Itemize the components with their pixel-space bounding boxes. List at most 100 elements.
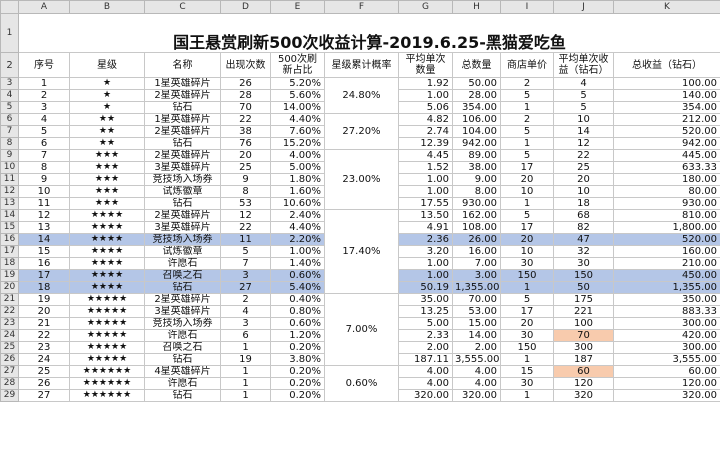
cell-avg-income[interactable]: 10 (553, 185, 614, 198)
cell-stars[interactable]: ★ (69, 101, 145, 114)
header-cell-cumulative[interactable]: 星级累计概率 (324, 52, 399, 78)
cell-avg[interactable]: 2.74 (398, 125, 453, 138)
cell-seq[interactable]: 4 (18, 113, 70, 126)
row-header[interactable]: 19 (0, 269, 19, 282)
cell-total-income[interactable]: 160.00 (613, 245, 720, 258)
cell-avg-income[interactable]: 32 (553, 245, 614, 258)
cell-price[interactable]: 5 (500, 293, 554, 306)
cell-avg-income[interactable]: 187 (553, 353, 614, 366)
cell-cumulative[interactable]: 27.20% (324, 113, 399, 150)
cell-pct[interactable]: 1.00% (270, 245, 325, 258)
cell-pct[interactable]: 5.40% (270, 281, 325, 294)
cell-cumulative[interactable]: 7.00% (324, 293, 399, 366)
cell-name[interactable]: 试炼徽章 (144, 245, 221, 258)
cell-avg-income[interactable]: 300 (553, 341, 614, 354)
cell-price[interactable]: 1 (500, 389, 554, 402)
cell-avg[interactable]: 17.55 (398, 197, 453, 210)
row-header[interactable]: 14 (0, 209, 19, 222)
cell-stars[interactable]: ★★★★★ (69, 329, 145, 342)
cell-count[interactable]: 3 (220, 269, 271, 282)
column-header-g[interactable]: G (398, 0, 453, 14)
cell-pct[interactable]: 1.60% (270, 185, 325, 198)
cell-cumulative[interactable]: 23.00% (324, 149, 399, 210)
cell-seq[interactable]: 5 (18, 125, 70, 138)
cell-pct[interactable]: 3.80% (270, 353, 325, 366)
cell-avg[interactable]: 2.36 (398, 233, 453, 246)
cell-avg[interactable]: 1.52 (398, 161, 453, 174)
cell-seq[interactable]: 15 (18, 245, 70, 258)
row-header[interactable]: 24 (0, 329, 19, 342)
cell-stars[interactable]: ★★★ (69, 173, 145, 186)
cell-count[interactable]: 1 (220, 341, 271, 354)
cell-avg[interactable]: 1.00 (398, 89, 453, 102)
cell-total[interactable]: 930.00 (452, 197, 501, 210)
sheet-title[interactable]: 国王悬赏刷新500次收益计算-2019.6.25-黑猫爱吃鱼 (18, 13, 720, 53)
cell-stars[interactable]: ★★ (69, 137, 145, 150)
cell-stars[interactable]: ★★★★ (69, 281, 145, 294)
cell-pct[interactable]: 5.00% (270, 161, 325, 174)
cell-avg[interactable]: 4.45 (398, 149, 453, 162)
cell-seq[interactable]: 3 (18, 101, 70, 114)
cell-stars[interactable]: ★★★★ (69, 269, 145, 282)
cell-stars[interactable]: ★★★ (69, 185, 145, 198)
cell-total-income[interactable]: 354.00 (613, 101, 720, 114)
cell-stars[interactable]: ★★ (69, 113, 145, 126)
cell-total[interactable]: 3.00 (452, 269, 501, 282)
cell-price[interactable]: 5 (500, 209, 554, 222)
cell-stars[interactable]: ★ (69, 89, 145, 102)
cell-avg[interactable]: 5.00 (398, 317, 453, 330)
cell-pct[interactable]: 2.20% (270, 233, 325, 246)
cell-avg-income[interactable]: 120 (553, 377, 614, 390)
cell-name[interactable]: 4星英雄碎片 (144, 365, 221, 378)
cell-avg[interactable]: 1.00 (398, 173, 453, 186)
cell-cumulative[interactable]: 17.40% (324, 209, 399, 294)
cell-total-income[interactable]: 3,555.00 (613, 353, 720, 366)
cell-avg-income[interactable]: 150 (553, 269, 614, 282)
cell-count[interactable]: 20 (220, 149, 271, 162)
cell-seq[interactable]: 20 (18, 305, 70, 318)
row-header[interactable]: 8 (0, 137, 19, 150)
cell-seq[interactable]: 25 (18, 365, 70, 378)
column-header-b[interactable]: B (69, 0, 145, 14)
cell-avg[interactable]: 5.06 (398, 101, 453, 114)
cell-total[interactable]: 38.00 (452, 161, 501, 174)
cell-count[interactable]: 8 (220, 185, 271, 198)
header-cell-total[interactable]: 总数量 (452, 52, 501, 78)
cell-avg-income[interactable]: 5 (553, 101, 614, 114)
row-header[interactable]: 16 (0, 233, 19, 246)
cell-avg[interactable]: 4.91 (398, 221, 453, 234)
cell-price[interactable]: 17 (500, 161, 554, 174)
cell-avg-income[interactable]: 100 (553, 317, 614, 330)
cell-stars[interactable]: ★★★★ (69, 221, 145, 234)
cell-price[interactable]: 150 (500, 269, 554, 282)
cell-pct[interactable]: 7.60% (270, 125, 325, 138)
column-header-f[interactable]: F (324, 0, 399, 14)
cell-total[interactable]: 26.00 (452, 233, 501, 246)
cell-total-income[interactable]: 300.00 (613, 341, 720, 354)
cell-avg[interactable]: 1.92 (398, 77, 453, 90)
cell-count[interactable]: 4 (220, 305, 271, 318)
cell-count[interactable]: 22 (220, 221, 271, 234)
cell-total-income[interactable]: 100.00 (613, 77, 720, 90)
cell-avg-income[interactable]: 12 (553, 137, 614, 150)
row-header[interactable]: 23 (0, 317, 19, 330)
row-header[interactable]: 28 (0, 377, 19, 390)
cell-count[interactable]: 9 (220, 173, 271, 186)
cell-stars[interactable]: ★★ (69, 125, 145, 138)
cell-total[interactable]: 942.00 (452, 137, 501, 150)
column-header-k[interactable]: K (613, 0, 720, 14)
row-header[interactable]: 13 (0, 197, 19, 210)
cell-total[interactable]: 3,555.00 (452, 353, 501, 366)
cell-avg[interactable]: 1.00 (398, 257, 453, 270)
cell-count[interactable]: 26 (220, 77, 271, 90)
cell-price[interactable]: 30 (500, 377, 554, 390)
cell-avg[interactable]: 320.00 (398, 389, 453, 402)
cell-avg-income[interactable]: 320 (553, 389, 614, 402)
cell-pct[interactable]: 2.40% (270, 209, 325, 222)
cell-total[interactable]: 70.00 (452, 293, 501, 306)
cell-seq[interactable]: 10 (18, 185, 70, 198)
cell-seq[interactable]: 17 (18, 269, 70, 282)
cell-name[interactable]: 召唤之石 (144, 269, 221, 282)
cell-total-income[interactable]: 930.00 (613, 197, 720, 210)
cell-avg[interactable]: 50.19 (398, 281, 453, 294)
